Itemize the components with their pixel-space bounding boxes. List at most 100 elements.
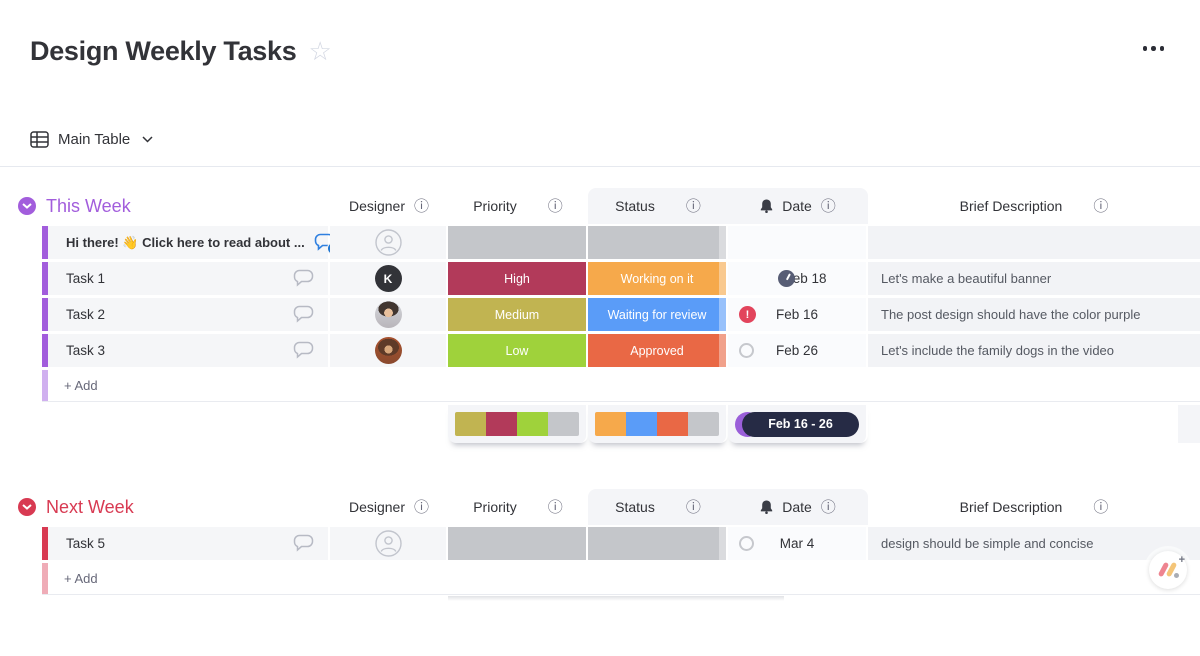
board-title: Design Weekly Tasks [30, 36, 297, 66]
conversation-bubble-icon[interactable] [293, 305, 314, 324]
status-cell-empty[interactable] [588, 226, 728, 259]
column-header-brief-description: Brief Description ⓘ [868, 198, 1200, 214]
priority-cell[interactable]: High [448, 262, 588, 295]
table-grid-icon [30, 130, 49, 148]
group-color-bar [42, 226, 48, 259]
designer-cell[interactable] [330, 334, 448, 367]
info-icon[interactable]: ⓘ [414, 197, 430, 215]
item-name-cell[interactable]: Task 3 [48, 334, 330, 367]
priority-distribution-segment [486, 412, 517, 436]
group-next-week: Next Week Designer ⓘ Priority ⓘ Status ⓘ… [0, 489, 1200, 601]
info-icon[interactable]: ⓘ [820, 197, 836, 215]
status-label: Working on it [620, 271, 694, 286]
priority-label: Low [505, 343, 529, 358]
priority-cell[interactable]: Medium [448, 298, 588, 331]
board-menu-button[interactable] [1142, 46, 1164, 51]
priority-cell[interactable]: Low [448, 334, 588, 367]
info-icon[interactable]: ⓘ [685, 197, 701, 215]
description-cell-empty[interactable] [868, 226, 1200, 259]
favorite-star-icon[interactable]: ☆ [308, 36, 332, 66]
item-name: Hi there! 👋 Click here to read about ... [66, 234, 305, 250]
description-text: Let's include the family dogs in the vid… [881, 343, 1115, 358]
group-color-bar [42, 334, 48, 367]
person-placeholder-icon [374, 229, 402, 256]
date-cell-empty[interactable] [728, 226, 868, 259]
info-icon[interactable]: ⓘ [1093, 498, 1109, 516]
add-item-button[interactable]: + Add [48, 563, 1200, 594]
conversation-bubble-icon[interactable] [293, 341, 314, 360]
info-icon[interactable]: ⓘ [547, 498, 563, 516]
group-title[interactable]: Next Week [46, 496, 134, 517]
avatar[interactable]: K [374, 265, 402, 292]
info-icon[interactable]: ⓘ [685, 498, 701, 516]
info-icon[interactable]: ⓘ [1093, 197, 1109, 215]
collapse-group-button[interactable] [18, 498, 36, 516]
table-row-task-2: Task 2 Medium Waiting for review Feb 16 [42, 298, 1200, 331]
table-row-task-1: Task 1 K High Working on it Feb 18 [42, 262, 1200, 295]
designer-cell-empty[interactable] [330, 226, 448, 259]
status-distribution-segment [688, 412, 719, 436]
column-label-date: Date [782, 198, 812, 214]
group-color-bar [42, 262, 48, 295]
description-cell[interactable]: Let's make a beautiful banner [868, 262, 1200, 295]
description-text: The post design should have the color pu… [881, 307, 1141, 322]
collapse-group-button[interactable] [18, 197, 36, 215]
date-value: Feb 16 [775, 307, 819, 322]
conversation-bubble-icon[interactable] [293, 269, 314, 288]
tab-main-table-label: Main Table [58, 130, 131, 148]
add-item-button[interactable]: + Add [48, 370, 1200, 401]
bell-icon [760, 199, 773, 213]
item-name-cell[interactable]: Task 2 [48, 298, 330, 331]
info-icon[interactable]: ⓘ [820, 498, 836, 516]
group-color-bar [42, 298, 48, 331]
status-summary-cell [588, 405, 728, 443]
item-name-cell[interactable]: Task 1 [48, 262, 330, 295]
tab-main-table[interactable]: Main Table [30, 123, 153, 155]
tab-divider [0, 166, 1200, 167]
info-icon[interactable]: ⓘ [414, 498, 430, 516]
date-cell[interactable]: Mar 4 [728, 527, 868, 560]
date-cell[interactable]: Feb 16 [728, 298, 868, 331]
priority-cell-empty[interactable] [448, 527, 588, 560]
date-cell[interactable]: Feb 26 [728, 334, 868, 367]
table-row-task-5: Task 5 Mar 4 [42, 527, 1200, 560]
empty-circle-icon [739, 343, 754, 358]
date-summary-cell: Feb 16 - 26 [728, 405, 868, 443]
column-label-brief-description: Brief Description [959, 499, 1063, 515]
conversation-bubble-icon[interactable] [293, 534, 314, 553]
description-cell[interactable]: Let's include the family dogs in the vid… [868, 334, 1200, 367]
group-color-bar [42, 527, 48, 560]
item-name-cell[interactable]: Hi there! 👋 Click here to read about ...… [48, 226, 340, 259]
date-cell[interactable]: Feb 18 [728, 262, 868, 295]
group-title-cell: This Week [0, 196, 330, 217]
status-cell-empty[interactable] [588, 527, 728, 560]
column-header-status: Status ⓘ [588, 499, 728, 515]
priority-label: High [504, 271, 530, 286]
status-cell[interactable]: Working on it [588, 262, 728, 295]
status-cell[interactable]: Waiting for review [588, 298, 728, 331]
group-color-bar-light [42, 370, 48, 401]
info-icon[interactable]: ⓘ [547, 197, 563, 215]
avatar[interactable] [374, 337, 402, 364]
designer-cell-empty[interactable] [330, 527, 448, 560]
designer-cell[interactable]: K [330, 262, 448, 295]
date-value: Mar 4 [779, 536, 815, 551]
column-label-designer: Designer [348, 499, 405, 515]
description-cell[interactable]: The post design should have the color pu… [868, 298, 1200, 331]
status-cell[interactable]: Approved [588, 334, 728, 367]
priority-cell-empty[interactable] [448, 226, 588, 259]
column-header-status: Status ⓘ [588, 198, 728, 214]
monday-logo-button[interactable]: + [1149, 551, 1187, 589]
item-name-cell[interactable]: Task 5 [48, 527, 330, 560]
avatar[interactable] [374, 301, 402, 328]
status-distribution-segment [626, 412, 657, 436]
status-distribution-segment [595, 412, 626, 436]
group-title[interactable]: This Week [46, 195, 131, 216]
designer-cell[interactable] [330, 298, 448, 331]
status-distribution-bar [595, 412, 719, 436]
priority-distribution-segment [455, 412, 486, 436]
description-cell[interactable]: design should be simple and concise [868, 527, 1200, 560]
chevron-down-icon [142, 135, 153, 143]
add-item-row: + Add [42, 563, 1200, 595]
